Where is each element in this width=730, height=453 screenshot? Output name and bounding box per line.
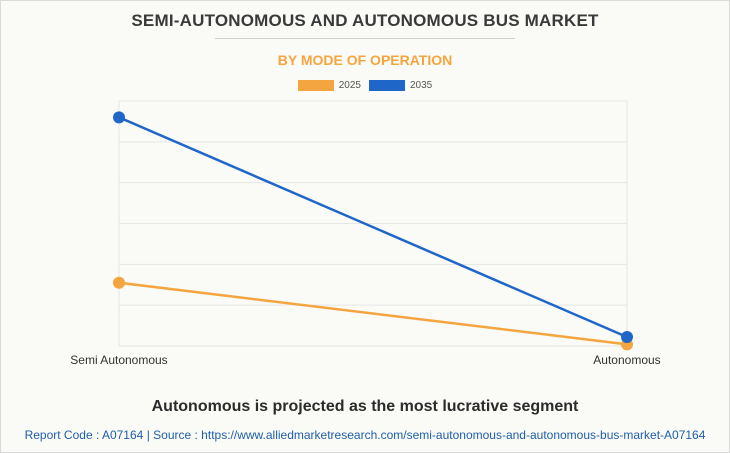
legend-item-2035[interactable]: 2035 (369, 80, 432, 91)
x-tick-label: Semi Autonomous (70, 353, 167, 367)
x-tick-label: Autonomous (593, 353, 660, 367)
legend-swatch-2025 (297, 80, 334, 91)
report-code: Report Code : A07164 (24, 428, 144, 442)
footer-separator: | (146, 428, 150, 442)
title-divider (215, 38, 515, 39)
legend-label-2025: 2025 (338, 80, 361, 91)
legend-item-2025[interactable]: 2025 (297, 80, 361, 91)
chart-title: SEMI-AUTONOMOUS AND AUTONOMOUS BUS MARKE… (131, 11, 599, 30)
chart-caption: Autonomous is projected as the most lucr… (151, 398, 579, 415)
data-point-2035 (621, 331, 633, 344)
series-line-2025 (118, 281, 628, 346)
legend-swatch-2035 (369, 80, 405, 91)
legend: 2025 2035 (0, 80, 730, 91)
footer: Report Code : A07164 | Source : https://… (0, 428, 730, 442)
series-line-2035 (118, 116, 628, 339)
legend-label-2035: 2035 (410, 80, 433, 91)
data-point-2035 (113, 111, 125, 124)
source-link[interactable]: Source : https://www.alliedmarketresearc… (153, 428, 706, 442)
chart-subtitle: BY MODE OF OPERATION (277, 52, 453, 68)
data-point-2025 (113, 276, 125, 289)
